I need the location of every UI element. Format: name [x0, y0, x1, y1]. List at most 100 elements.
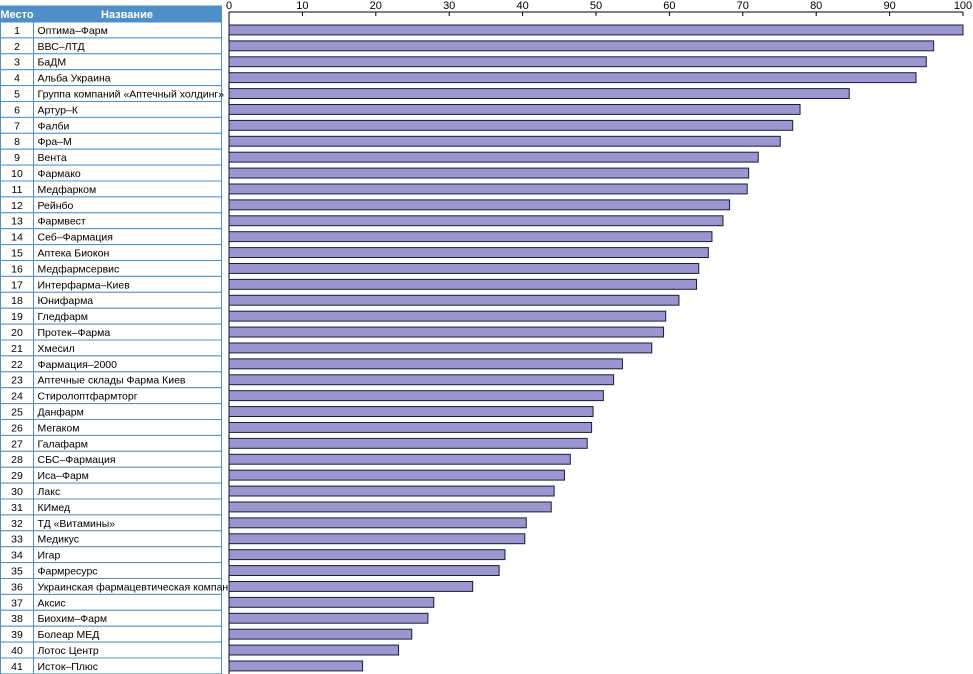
rank-label: 26: [11, 422, 23, 434]
bar: [228, 310, 667, 322]
category-label: Игар: [38, 550, 61, 562]
rank-label: 22: [11, 359, 23, 371]
category-label: Альба Украина: [38, 73, 111, 85]
rank-label: 30: [11, 486, 23, 498]
category-label: Мегаком: [38, 422, 80, 434]
bar: [228, 374, 615, 386]
rank-label: 41: [11, 661, 23, 673]
header-rank-label: Место: [0, 9, 33, 21]
name-cell: [33, 482, 222, 500]
bar: [228, 549, 506, 561]
name-cell: [33, 546, 222, 564]
rank-label: 2: [14, 41, 20, 53]
rank-label: 25: [11, 407, 23, 419]
rank-label: 32: [11, 518, 23, 530]
rank-label: 18: [11, 295, 23, 307]
rank-label: 13: [11, 216, 23, 228]
category-label: Хмесил: [38, 343, 75, 355]
x-tick-label: 80: [810, 0, 822, 12]
category-label: Медфарком: [38, 184, 97, 196]
category-label: Биохим–Фарм: [38, 613, 108, 625]
category-label: Болеар МЕД: [38, 629, 100, 641]
category-label: Лакс: [38, 486, 61, 498]
bar: [228, 581, 474, 592]
x-tick-label: 20: [370, 0, 382, 12]
category-label: Аксис: [38, 597, 66, 609]
rank-label: 1: [14, 25, 20, 37]
category-label: Фармация–2000: [38, 359, 118, 371]
x-tick-label: 40: [516, 0, 528, 12]
bar: [228, 167, 750, 179]
category-label: Украинская фармацевтическая компания: [38, 581, 240, 593]
rank-label: 38: [11, 613, 23, 625]
x-axis: 0 10 20 30 40 50 60 70 80 90 100: [226, 0, 972, 674]
bar: [228, 533, 526, 545]
bar: [228, 390, 604, 402]
bar: [228, 56, 927, 68]
bar: [228, 660, 364, 672]
category-label: ВВС–ЛТД: [38, 41, 85, 53]
bar: [228, 437, 588, 449]
category-label: Вента: [38, 152, 67, 164]
rank-label: 27: [11, 438, 23, 450]
category-label: КИмед: [38, 502, 71, 514]
category-label: Аптечные склады Фарма Киев: [38, 375, 186, 387]
category-label: Лотос Центр: [38, 645, 99, 657]
category-label: Аптека Биокон: [38, 248, 110, 260]
rank-label: 15: [11, 248, 23, 260]
bar: [228, 263, 700, 274]
bars: [228, 24, 964, 672]
category-label: Юнифарма: [38, 295, 94, 307]
bar: [228, 88, 850, 99]
category-label: Галафарм: [38, 438, 88, 450]
x-tick-label: 0: [226, 0, 232, 12]
category-label: Гледфарм: [38, 311, 89, 323]
category-label: Протек–Фарма: [38, 327, 111, 339]
category-label: Группа компаний «Аптечный холдинг»: [38, 89, 225, 101]
rank-label: 17: [11, 279, 23, 291]
ranking-table: Место Название 1 Оптима–Фарм 2 ВВС–ЛТД 3 БаДМ…: [0, 5, 240, 674]
x-tick-label: 30: [443, 0, 455, 12]
table-rows: 1 Оптима–Фарм 2 ВВС–ЛТД 3 БаДМ 4 Альба Украина 5…: [0, 21, 240, 674]
category-label: Интерфарма–Киев: [38, 279, 131, 291]
rank-label: 7: [14, 120, 20, 132]
rank-label: 34: [11, 550, 23, 562]
rank-label: 28: [11, 454, 23, 466]
rank-label: 16: [11, 263, 23, 275]
bar: [228, 565, 500, 576]
category-label: Данфарм: [38, 407, 84, 419]
rank-label: 36: [11, 581, 23, 593]
bar: [228, 596, 435, 608]
bar: [228, 72, 917, 84]
bar: [228, 342, 653, 354]
x-tick-label: 60: [663, 0, 675, 12]
category-label: Себ–Фармация: [38, 232, 113, 244]
bar: [228, 422, 593, 433]
category-label: Медикус: [38, 534, 80, 546]
rank-label: 10: [11, 168, 23, 180]
rank-label: 11: [12, 184, 23, 196]
bar: [228, 517, 527, 529]
x-tick-label: 50: [590, 0, 602, 12]
rank-label: 23: [11, 375, 23, 387]
rank-label: 3: [14, 57, 20, 69]
bar: [228, 358, 623, 370]
category-label: Медфармсервис: [38, 263, 120, 275]
bar: [228, 294, 680, 306]
rank-label: 4: [14, 73, 20, 85]
bar: [228, 278, 698, 290]
category-label: Фармако: [38, 168, 81, 180]
rank-label: 9: [14, 152, 20, 164]
header-name-label: Название: [101, 9, 153, 21]
bar: [228, 644, 400, 656]
bar: [228, 119, 794, 131]
rank-label: 40: [11, 645, 23, 657]
rank-label: 33: [11, 534, 23, 546]
bar: [228, 628, 413, 640]
x-tick-label: 90: [883, 0, 895, 12]
rank-label: 19: [11, 311, 23, 323]
category-label: Иса–Фарм: [38, 470, 89, 482]
rank-label: 5: [14, 89, 20, 101]
rank-label: 12: [11, 200, 23, 212]
